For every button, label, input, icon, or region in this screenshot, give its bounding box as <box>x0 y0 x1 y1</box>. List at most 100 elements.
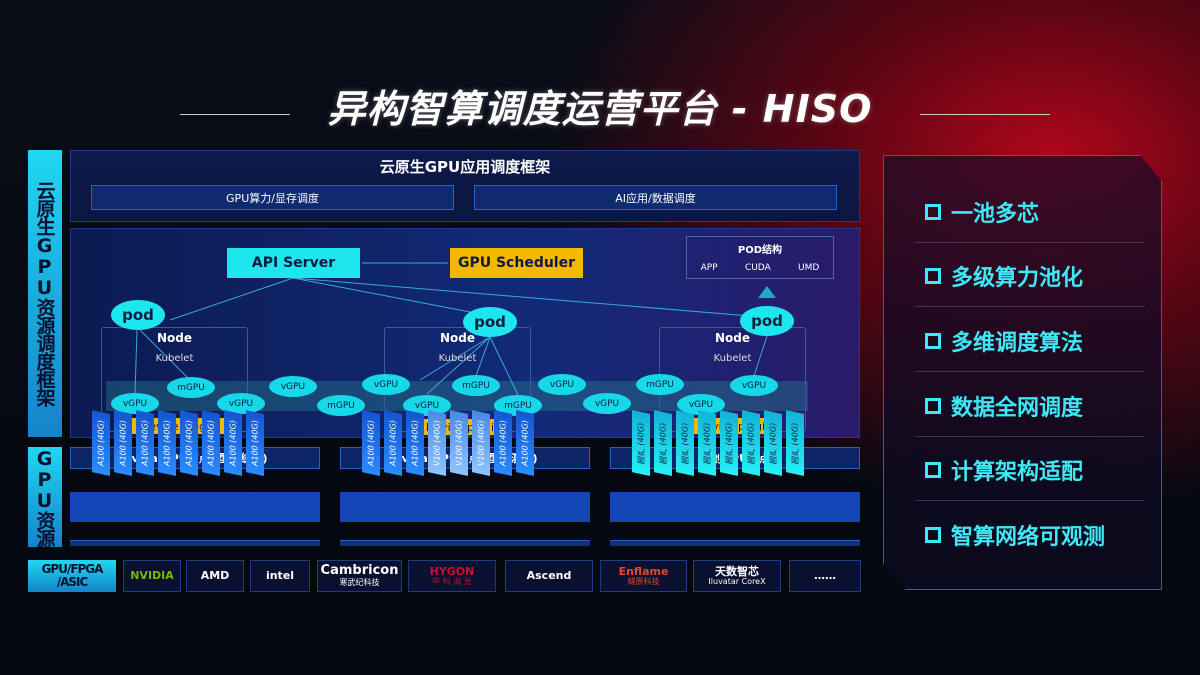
feature-label: 计算架构适配 <box>951 460 1084 485</box>
gpu-chip: 国产 (40G) <box>654 410 672 476</box>
vendor-logo: HYGON 中 科 海 光 <box>408 560 496 592</box>
pod: pod <box>740 306 794 336</box>
checkbox-icon <box>925 462 941 478</box>
vendor-label: GPU/FPGA /ASIC <box>28 560 116 592</box>
feature-item: 智算网络可观测 <box>925 519 1105 551</box>
framework-label: 云原生GPU资源调度框架 <box>28 150 62 437</box>
node-label: Node <box>439 331 475 345</box>
gpu-chip: A100 (40G) <box>114 410 132 476</box>
gpu-chip: 国产 (40G) <box>786 410 804 476</box>
gpu-chip: A100 (40G) <box>180 410 198 476</box>
ai-data-bar: AI应用/数据调度 <box>474 185 837 210</box>
gpu-chip: A100 (40G) <box>246 410 264 476</box>
feature-item: 多级算力池化 <box>925 260 1083 292</box>
vendor-sub: 寒武纪科技 <box>339 577 380 587</box>
checkbox-icon <box>925 527 941 543</box>
checkbox-icon <box>925 268 941 284</box>
mgpu-ellipse: mGPU <box>636 374 684 395</box>
vendor-name: HYGON <box>429 564 475 578</box>
feature-item: 数据全网调度 <box>925 390 1083 422</box>
vgpu-ellipse: vGPU <box>403 395 451 416</box>
vendor-name: Enflame <box>618 564 669 578</box>
gpu-chip: 国产 (40G) <box>676 410 694 476</box>
gpu-chip: A100 (40G) <box>494 410 512 476</box>
pod-structure-box: POD结构 APP CUDA UMD <box>686 236 834 279</box>
vgpu-ellipse: vGPU <box>269 376 317 397</box>
pod-umd: UMD <box>798 263 820 273</box>
gpu-chip: 国产 (40G) <box>632 410 650 476</box>
vendor-name: intel <box>265 568 295 582</box>
gpu-chip: V100 (40G) <box>472 410 490 476</box>
pod-structure-title: POD结构 <box>737 245 783 256</box>
pod: pod <box>463 307 517 337</box>
gpu-chip: 国产 (40G) <box>720 410 738 476</box>
gpu-chip: A100 (40G) <box>362 410 380 476</box>
feature-item: 多维调度算法 <box>925 325 1083 357</box>
resources-label: GPU资源 <box>28 447 62 547</box>
gpu-chip: 国产 (40G) <box>764 410 782 476</box>
vendor-name: Ascend <box>526 568 572 582</box>
vendor-name: 天数智芯 <box>715 564 759 578</box>
gpu-chip: 国产 (40G) <box>742 410 760 476</box>
vendor-sub: 燧原科技 <box>627 576 660 586</box>
title-line-left <box>180 114 290 115</box>
gpu-chip: V100 (40G) <box>450 410 468 476</box>
gpu-node-floor <box>610 540 860 546</box>
vendor-logo: …… <box>789 560 861 592</box>
feature-label: 智算网络可观测 <box>951 525 1106 550</box>
features-panel <box>883 155 1162 590</box>
vendor-logo: intel <box>250 560 310 592</box>
mgpu-ellipse: mGPU <box>452 375 500 396</box>
divider <box>915 242 1145 243</box>
vendor-sub: Iluvatar CoreX <box>708 576 766 586</box>
gpu-node-floor <box>340 540 590 546</box>
pod-cuda: CUDA <box>744 263 771 273</box>
gpu-chip: A100 (40G) <box>158 410 176 476</box>
vendor-logo: AMD <box>186 560 244 592</box>
gpu-compute-bar: GPU算力/显存调度 <box>91 185 454 210</box>
feature-item: 计算架构适配 <box>925 454 1083 486</box>
vendor-logo: 天数智芯 Iluvatar CoreX <box>693 560 781 592</box>
mgpu-ellipse: mGPU <box>494 395 542 416</box>
node-label: Node <box>156 331 192 345</box>
gpu-chip: A100 (40G) <box>202 410 220 476</box>
feature-label: 多级算力池化 <box>951 266 1084 291</box>
api-server-box: API Server <box>227 248 360 278</box>
gpu-scheduler-box: GPU Scheduler <box>450 248 583 278</box>
vendor-logo: Enflame 燧原科技 <box>600 560 687 592</box>
mgpu-ellipse: mGPU <box>167 377 215 398</box>
vendor-name: …… <box>814 568 836 582</box>
gpu-chip: A100 (40G) <box>384 410 402 476</box>
vgpu-ellipse: vGPU <box>538 374 586 395</box>
vendor-name: AMD <box>200 568 230 582</box>
divider <box>915 371 1145 372</box>
gpu-chip: A100 (40G) <box>224 410 242 476</box>
gpu-chip: V100 (40G) <box>428 410 446 476</box>
kubelet-label: Kubelet <box>155 353 194 364</box>
gpu-node-floor <box>70 540 320 546</box>
gpu-chip: A100 (40G) <box>136 410 154 476</box>
vendor-name: Cambricon <box>320 563 399 579</box>
gpu-node-base <box>70 492 320 522</box>
divider <box>915 500 1145 501</box>
vendor-logo: Cambricon 寒武纪科技 <box>317 560 402 592</box>
gpu-chip: A100 (40G) <box>406 410 424 476</box>
feature-label: 多维调度算法 <box>951 331 1084 356</box>
vendor-logo: Ascend <box>505 560 593 592</box>
vgpu-ellipse: vGPU <box>677 394 725 415</box>
divider <box>915 436 1145 437</box>
vendor-sub: 中 科 海 光 <box>432 576 472 586</box>
kubelet-label: Kubelet <box>713 353 752 364</box>
feature-label: 一池多芯 <box>951 202 1040 227</box>
node-label: Node <box>714 331 750 345</box>
vgpu-ellipse: vGPU <box>111 393 159 414</box>
gpu-chip: 国产 (40G) <box>698 410 716 476</box>
page-title: 异构智算调度运营平台 - HISO <box>327 87 873 131</box>
divider <box>915 306 1145 307</box>
pod: pod <box>111 300 165 330</box>
gpu-node-base <box>340 492 590 522</box>
vendor-name: NVIDIA <box>130 568 174 582</box>
vgpu-ellipse: vGPU <box>583 393 631 414</box>
mgpu-ellipse: mGPU <box>317 395 365 416</box>
